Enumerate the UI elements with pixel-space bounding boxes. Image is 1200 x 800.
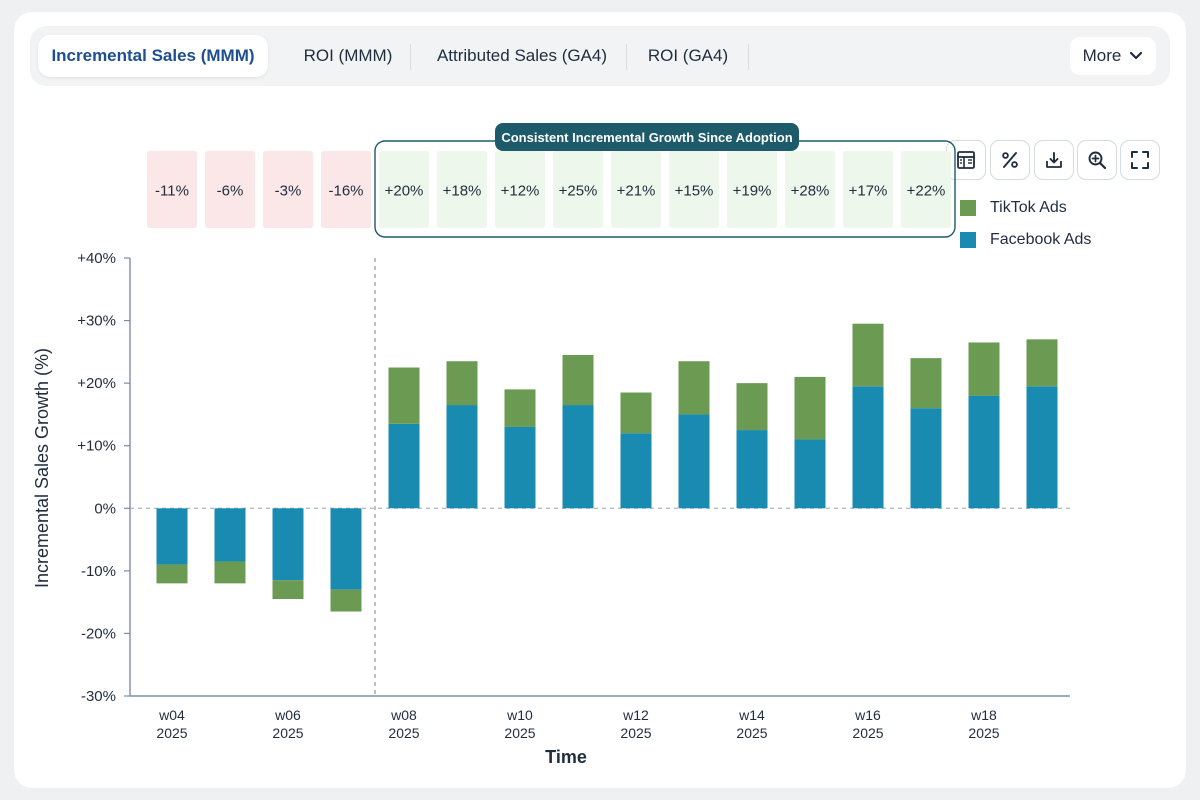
fullscreen-icon xyxy=(1131,151,1149,169)
legend-label-facebook: Facebook Ads xyxy=(990,231,1092,248)
tab-divider xyxy=(748,44,749,70)
fullscreen-button[interactable] xyxy=(1120,140,1160,180)
table-view-button[interactable] xyxy=(946,140,986,180)
more-button[interactable]: More xyxy=(1070,37,1156,75)
tab-roi-ga4[interactable]: ROI (GA4) xyxy=(647,46,729,65)
percent-icon xyxy=(1002,152,1018,168)
chevron-down-icon xyxy=(1130,51,1143,60)
tab-bar: Incremental Sales (MMM) ROI (MMM) Attrib… xyxy=(30,26,1170,86)
chart-card xyxy=(14,12,1186,788)
download-button[interactable] xyxy=(1034,140,1074,180)
download-icon xyxy=(1046,152,1062,168)
tab-attributed-sales-ga4[interactable]: Attributed Sales (GA4) xyxy=(436,46,608,65)
legend-swatch-facebook xyxy=(960,232,976,248)
tab-incremental-sales-mmm[interactable]: Incremental Sales (MMM) xyxy=(38,35,268,77)
tab-divider xyxy=(626,44,627,70)
percent-toggle-button[interactable] xyxy=(990,140,1030,180)
tab-roi-mmm[interactable]: ROI (MMM) xyxy=(303,46,393,65)
legend-item-facebook[interactable]: Facebook Ads xyxy=(960,231,1091,249)
zoom-in-icon xyxy=(1088,151,1107,170)
legend-swatch-tiktok xyxy=(960,200,976,216)
table-icon xyxy=(957,151,975,169)
tab-divider xyxy=(410,44,411,70)
more-label: More xyxy=(1082,46,1122,65)
legend-label-tiktok: TikTok Ads xyxy=(990,199,1067,216)
legend-item-tiktok[interactable]: TikTok Ads xyxy=(960,199,1067,217)
zoom-in-button[interactable] xyxy=(1077,140,1117,180)
